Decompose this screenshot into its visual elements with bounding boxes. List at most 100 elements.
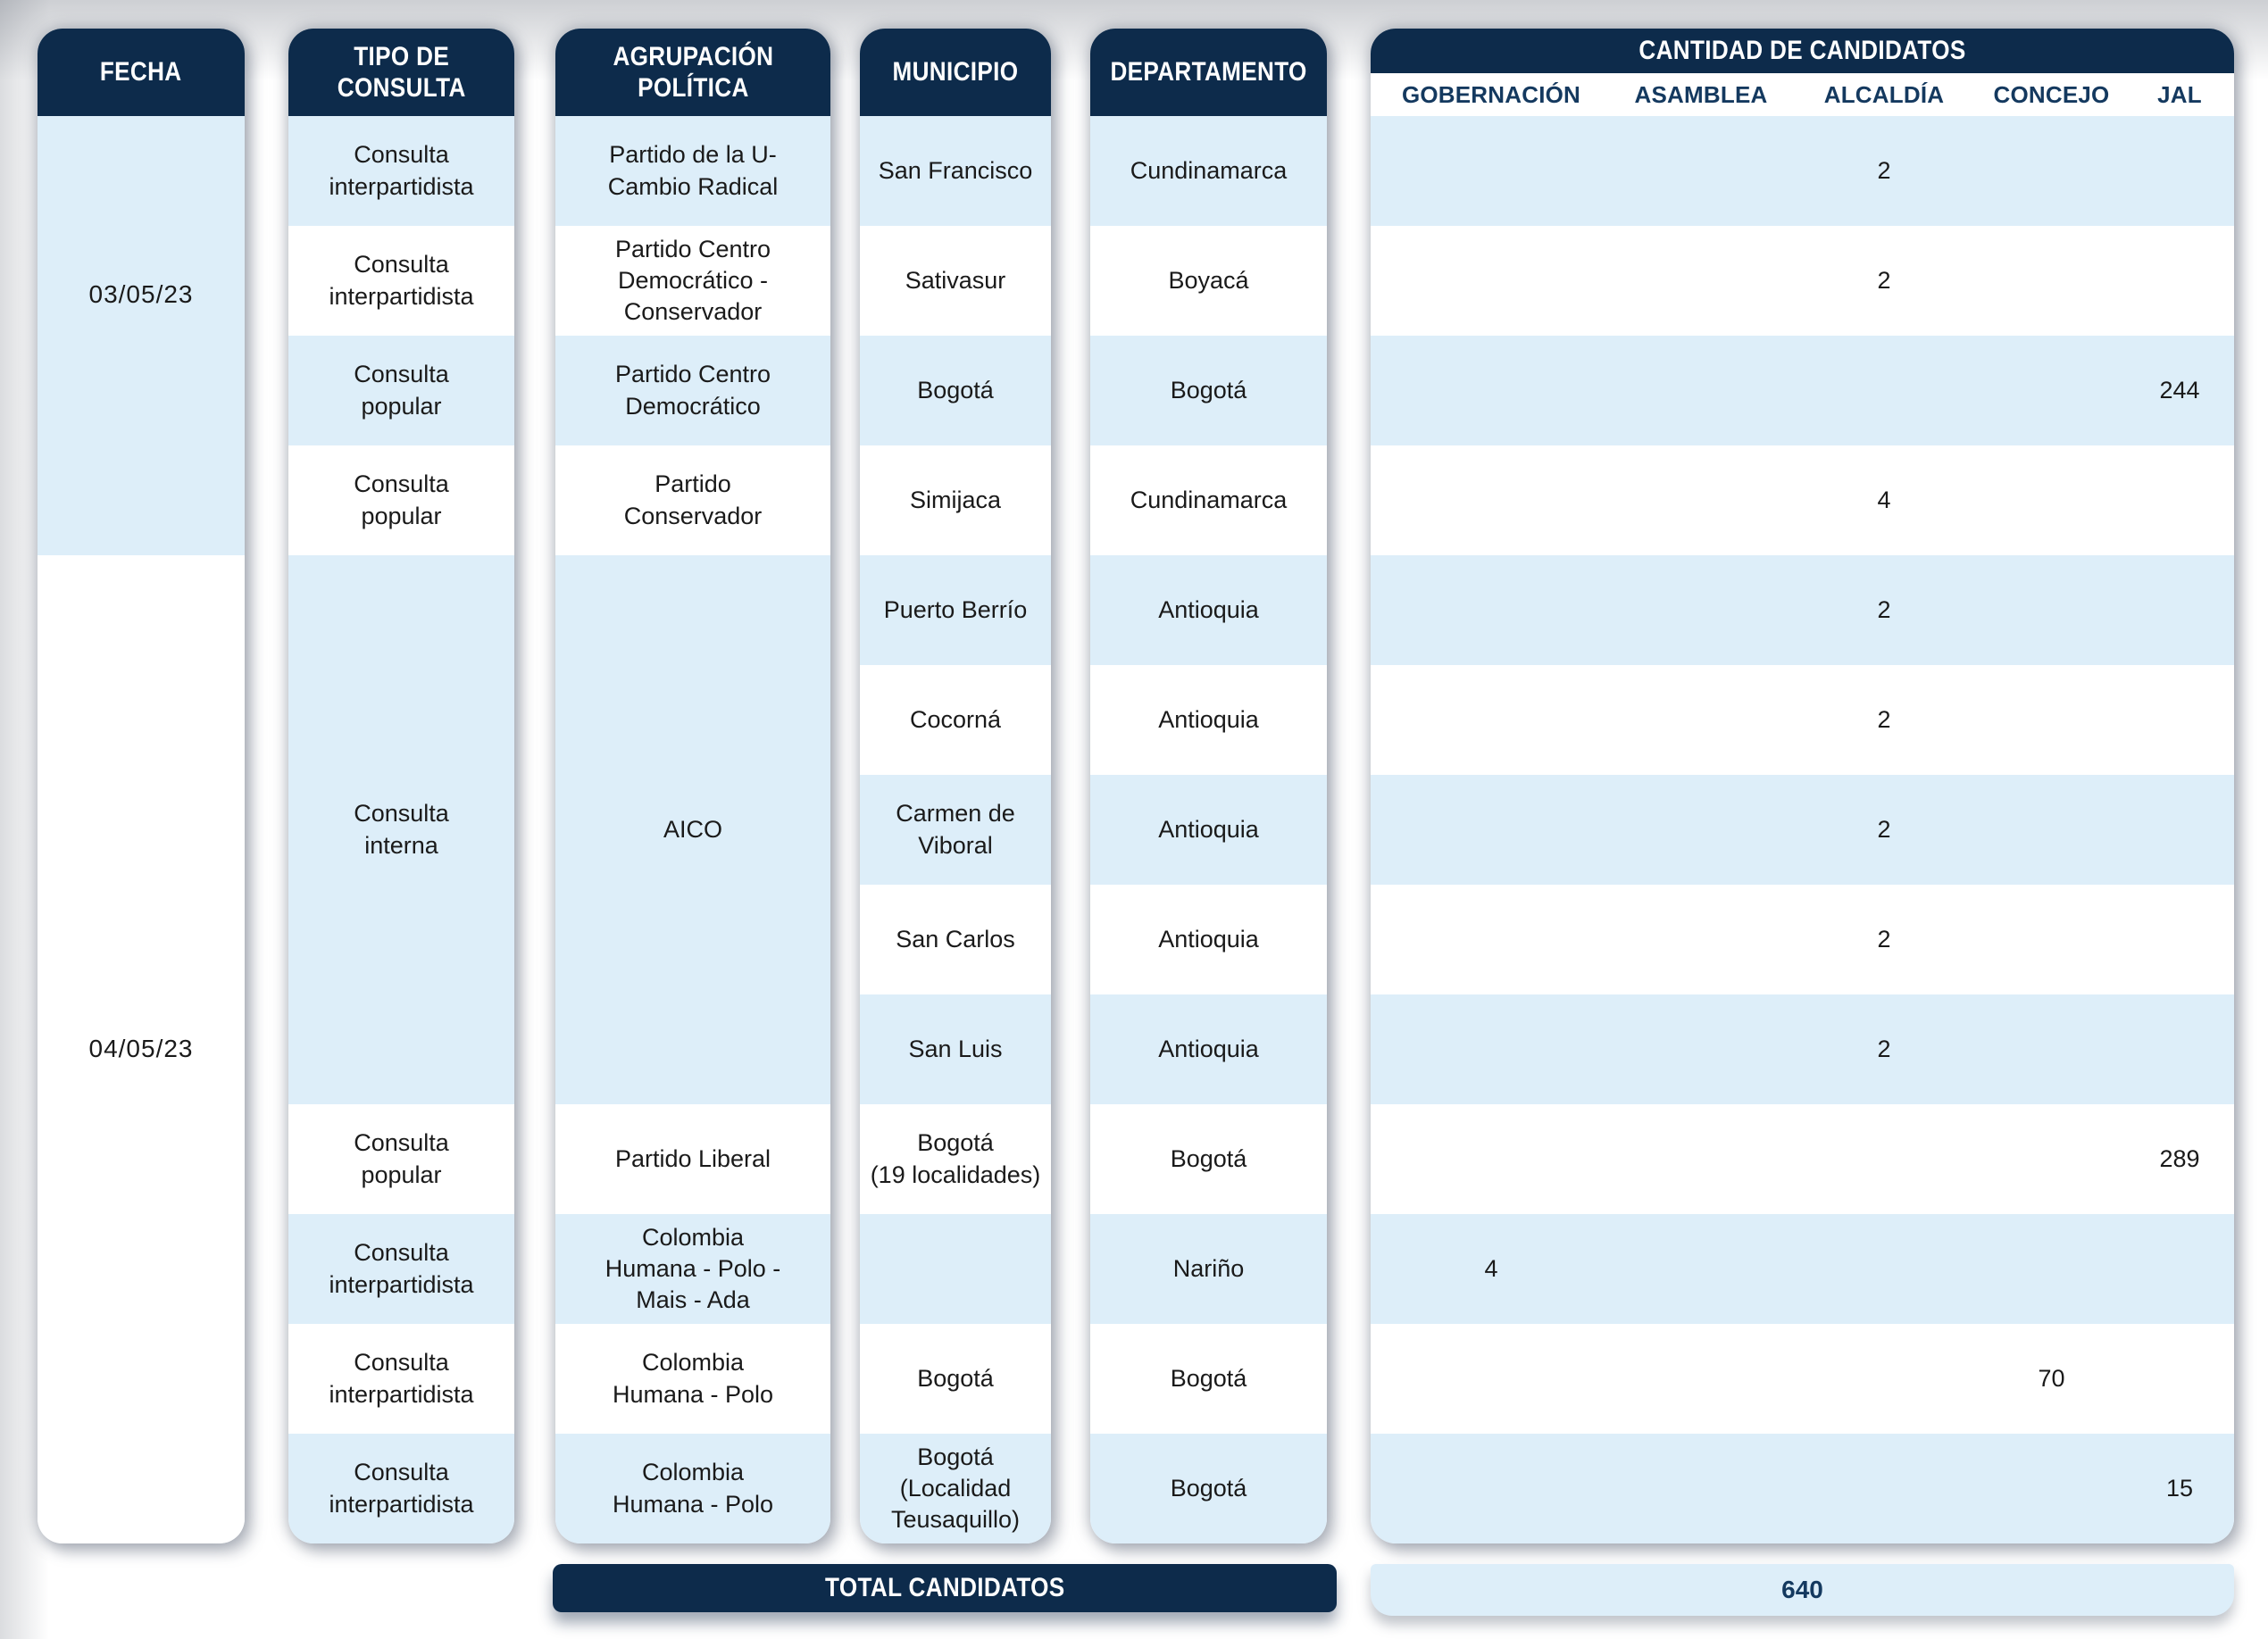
- candidate-value-cell: [1371, 994, 1612, 1104]
- table-cell-text: Nariño: [1172, 1254, 1245, 1282]
- candidate-value-cell: [1978, 116, 2125, 226]
- table-cell-text: Puerto Berrío: [883, 595, 1028, 623]
- candidate-value-cell: [1612, 1104, 1790, 1214]
- table-cell-text: Bogotá: [1170, 1474, 1247, 1502]
- table-cell-text: San Carlos: [896, 925, 1015, 953]
- table-cell-text: Bogotá (Localidad Teusaquillo): [890, 1443, 1021, 1534]
- candidates-row: 2: [1371, 775, 2234, 885]
- table-cell-agrupacion_politica: Colombia Humana - Polo - Mais - Ada: [555, 1214, 830, 1324]
- candidate-value-cell: 2: [1877, 157, 1891, 184]
- table-cell-departamento: Antioquia: [1090, 994, 1327, 1104]
- candidate-value-cell: [2125, 775, 2234, 885]
- table-cell-tipo_consulta: Consulta popular: [288, 336, 514, 445]
- candidate-value-cell: [1371, 665, 1612, 775]
- candidate-value-cell: [1978, 994, 2125, 1104]
- table-cell-municipio: San Carlos: [860, 885, 1051, 994]
- table-cell-text: Simijaca: [909, 486, 1002, 513]
- table-cell-text: Boyacá: [1168, 266, 1249, 294]
- column-header-fecha: FECHA: [38, 29, 245, 116]
- candidates-row: 244: [1371, 336, 2234, 445]
- table-cell-departamento: Cundinamarca: [1090, 445, 1327, 555]
- candidate-value-cell: [1612, 226, 1790, 336]
- candidate-value-cell: [2125, 555, 2234, 665]
- table-cell-text: San Francisco: [878, 156, 1033, 184]
- table-cell-agrupacion_politica: Partido Conservador: [555, 445, 830, 555]
- candidates-subheader-row: GOBERNACIÓN ASAMBLEA ALCALDÍA CONCEJO JAL: [1371, 73, 2234, 116]
- table-cell-departamento: Bogotá: [1090, 1104, 1327, 1214]
- candidate-value-cell: [1371, 885, 1612, 994]
- candidate-value-cell: [1612, 1324, 1790, 1434]
- table-cell-agrupacion_politica: Partido Centro Democrático - Conservador: [555, 226, 830, 336]
- table-cell-municipio: Puerto Berrío: [860, 555, 1051, 665]
- candidate-value-cell: [1371, 1434, 1612, 1543]
- candidate-value-cell: 2: [1877, 926, 1891, 953]
- table-cell-tipo_consulta: Consulta interpartidista: [288, 1214, 514, 1324]
- candidate-value-cell: 2: [1877, 816, 1891, 843]
- table-cell-text: Sativasur: [905, 266, 1006, 294]
- table-cell-fecha: 03/05/23: [38, 116, 245, 555]
- column-card-agrupacion-politica: AGRUPACIÓN POLÍTICA Partido de la U- Cam…: [555, 29, 830, 1543]
- candidate-value-cell: [2125, 665, 2234, 775]
- column-cells-tipo-consulta: Consulta interpartidista Consulta interpa…: [288, 116, 514, 1543]
- table-cell-text: Antioquia: [1158, 1035, 1259, 1062]
- column-card-fecha: FECHA 03/05/23 04/05/23: [38, 29, 245, 1543]
- table-cell-tipo_consulta: Consulta popular: [288, 1104, 514, 1214]
- table-cell-text: Partido Centro Democrático: [614, 361, 771, 420]
- table-cell-text: Consulta popular: [354, 361, 449, 420]
- table-cell-agrupacion_politica: Partido Centro Democrático: [555, 336, 830, 445]
- table-cell-text: Consulta interpartidista: [329, 141, 474, 200]
- table-cell-agrupacion_politica: Colombia Humana - Polo: [555, 1324, 830, 1434]
- table-cell-tipo_consulta: Consulta interpartidista: [288, 226, 514, 336]
- table-cell-tipo_consulta: Consulta interpartidista: [288, 1434, 514, 1543]
- table-cell-text: 04/05/23: [88, 1035, 194, 1063]
- subcolumn-header-asamblea: ASAMBLEA: [1634, 80, 1768, 108]
- column-cells-departamento: Cundinamarca Boyacá Bogotá Cundinamarca Anti…: [1090, 116, 1327, 1543]
- column-cells-municipio: San Francisco Sativasur Bogotá Simijaca Puer…: [860, 116, 1051, 1543]
- table-cell-text: Bogotá: [1170, 1144, 1247, 1172]
- candidate-value-cell: [1790, 1104, 1978, 1214]
- candidates-row: 289: [1371, 1104, 2234, 1214]
- candidate-value-cell: [1612, 445, 1790, 555]
- candidate-value-cell: 289: [2159, 1145, 2200, 1172]
- candidate-value-cell: [1978, 336, 2125, 445]
- candidate-value-cell: [1978, 1434, 2125, 1543]
- table-cell-text: Consulta interna: [354, 800, 449, 859]
- column-header-label: FECHA: [100, 57, 182, 87]
- table-cell-text: Consulta popular: [354, 470, 449, 529]
- table-cell-tipo_consulta: Consulta popular: [288, 445, 514, 555]
- candidate-value-cell: [1978, 1104, 2125, 1214]
- column-card-departamento: DEPARTAMENTO Cundinamarca Boyacá Bogotá Cun…: [1090, 29, 1327, 1543]
- table-cell-text: Bogotá: [1170, 1364, 1247, 1392]
- table-cell-text: Bogotá: [917, 376, 994, 404]
- table-cell-departamento: Boyacá: [1090, 226, 1327, 336]
- candidates-row: 2: [1371, 116, 2234, 226]
- table-cell-text: Colombia Humana - Polo - Mais - Ada: [605, 1223, 781, 1314]
- table-cell-tipo_consulta: Consulta interpartidista: [288, 116, 514, 226]
- candidate-value-cell: [1978, 555, 2125, 665]
- table-cell-text: Consulta interpartidista: [329, 1459, 474, 1518]
- total-candidates-label: TOTAL CANDIDATOS: [824, 1573, 1065, 1603]
- table-cell-text: Bogotá (19 localidades): [870, 1129, 1041, 1188]
- candidate-value-cell: 2: [1877, 596, 1891, 623]
- candidates-panel-title: CANTIDAD DE CANDIDATOS: [1638, 36, 1966, 66]
- subcolumn-header-jal: JAL: [2157, 80, 2202, 108]
- total-candidates-bar: TOTAL CANDIDATOS: [553, 1564, 1337, 1612]
- table-cell-text: Antioquia: [1158, 815, 1259, 843]
- candidate-value-cell: [1371, 555, 1612, 665]
- column-header-municipio: MUNICIPIO: [860, 29, 1051, 116]
- table-cell-departamento: Bogotá: [1090, 336, 1327, 445]
- table-cell-departamento: Bogotá: [1090, 1324, 1327, 1434]
- table-cell-text: Partido Centro Democrático - Conservador: [614, 235, 771, 326]
- subcolumn-header-alcaldía: ALCALDÍA: [1823, 80, 1945, 108]
- table-cell-municipio: San Luis: [860, 994, 1051, 1104]
- table-cell-agrupacion_politica: Partido de la U- Cambio Radical: [555, 116, 830, 226]
- candidate-value-cell: [2125, 1324, 2234, 1434]
- candidate-value-cell: [1371, 226, 1612, 336]
- candidate-value-cell: [1612, 775, 1790, 885]
- candidate-value-cell: [1790, 1434, 1978, 1543]
- candidate-value-cell: [1371, 1324, 1612, 1434]
- candidate-value-cell: [1612, 885, 1790, 994]
- candidate-value-cell: [1978, 445, 2125, 555]
- table-cell-municipio: Bogotá (Localidad Teusaquillo): [860, 1434, 1051, 1543]
